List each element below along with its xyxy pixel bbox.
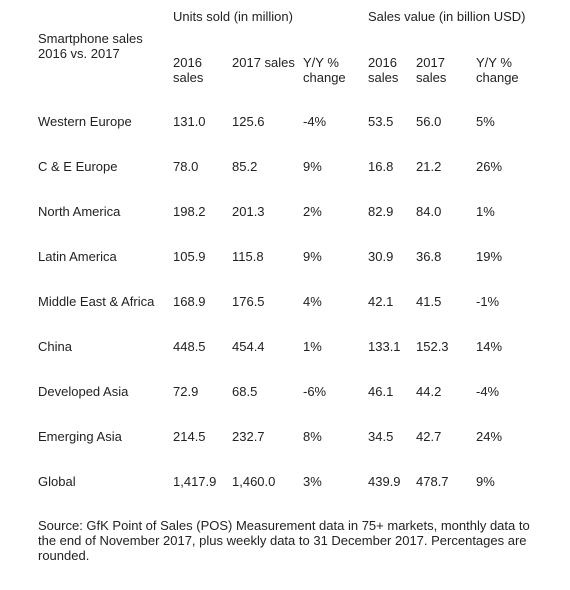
group-header: Sales value (in billion USD): [368, 9, 526, 24]
table-cell: 4%: [303, 294, 322, 309]
table-cell: 105.9: [173, 249, 206, 264]
table-cell: 84.0: [416, 204, 442, 219]
group-header: Units sold (in million): [173, 9, 293, 24]
table-cell: 78.0: [173, 159, 199, 174]
row-label: Developed Asia: [38, 384, 129, 399]
table-cell: 478.7: [416, 474, 449, 489]
table-cell: 42.7: [416, 429, 442, 444]
row-label: C & E Europe: [38, 159, 118, 174]
column-header: 2017 sales: [232, 55, 295, 70]
row-label: Latin America: [38, 249, 117, 264]
source-note: Source: GfK Point of Sales (POS) Measure…: [38, 518, 530, 563]
column-header: 2017 sales: [416, 55, 447, 85]
table-cell: 2%: [303, 204, 322, 219]
table-cell: 82.9: [368, 204, 394, 219]
table-cell: 214.5: [173, 429, 206, 444]
table-cell: 46.1: [368, 384, 394, 399]
row-label: Western Europe: [38, 114, 132, 129]
table-cell: 9%: [476, 474, 495, 489]
table-cell: 14%: [476, 339, 503, 354]
table-cell: 72.9: [173, 384, 199, 399]
table-cell: 152.3: [416, 339, 449, 354]
table-cell: -6%: [303, 384, 327, 399]
table-cell: 24%: [476, 429, 503, 444]
table-cell: 56.0: [416, 114, 442, 129]
table-title: Smartphone sales 2016 vs. 2017: [38, 31, 143, 61]
row-label: China: [38, 339, 72, 354]
table-cell: 1%: [476, 204, 495, 219]
column-header: Y/Y % change: [303, 55, 346, 85]
table-cell: 30.9: [368, 249, 394, 264]
row-label: Emerging Asia: [38, 429, 122, 444]
table-cell: 133.1: [368, 339, 401, 354]
table-cell: 1%: [303, 339, 322, 354]
table-cell: 5%: [476, 114, 495, 129]
table-cell: 9%: [303, 159, 322, 174]
table-cell: 125.6: [232, 114, 265, 129]
table-cell: 41.5: [416, 294, 442, 309]
column-header: 2016 sales: [368, 55, 399, 85]
table-cell: 439.9: [368, 474, 401, 489]
table-cell: 115.8: [232, 249, 264, 264]
row-label: Global: [38, 474, 76, 489]
table-cell: 168.9: [173, 294, 206, 309]
table-cell: 19%: [476, 249, 503, 264]
table-cell: 21.2: [416, 159, 442, 174]
table-cell: 201.3: [232, 204, 265, 219]
table-cell: -4%: [303, 114, 327, 129]
table-cell: 85.2: [232, 159, 258, 174]
row-label: North America: [38, 204, 121, 219]
table-cell: 26%: [476, 159, 503, 174]
table-cell: 232.7: [232, 429, 265, 444]
table-cell: 454.4: [232, 339, 265, 354]
column-header: Y/Y % change: [476, 55, 519, 85]
table-cell: -1%: [476, 294, 500, 309]
table-cell: 68.5: [232, 384, 258, 399]
table-cell: 8%: [303, 429, 322, 444]
table-cell: 448.5: [173, 339, 206, 354]
table-cell: 9%: [303, 249, 322, 264]
table-cell: 53.5: [368, 114, 394, 129]
table-cell: 36.8: [416, 249, 442, 264]
table-cell: 1,417.9: [173, 474, 217, 489]
table-cell: 44.2: [416, 384, 442, 399]
table-cell: 3%: [303, 474, 322, 489]
table-cell: 131.0: [173, 114, 206, 129]
table-cell: 42.1: [368, 294, 394, 309]
row-label: Middle East & Africa: [38, 294, 155, 309]
table-cell: 16.8: [368, 159, 394, 174]
column-header: 2016 sales: [173, 55, 204, 85]
table-cell: 34.5: [368, 429, 394, 444]
table-cell: -4%: [476, 384, 500, 399]
table-cell: 176.5: [232, 294, 265, 309]
table-cell: 1,460.0: [232, 474, 276, 489]
table-cell: 198.2: [173, 204, 206, 219]
